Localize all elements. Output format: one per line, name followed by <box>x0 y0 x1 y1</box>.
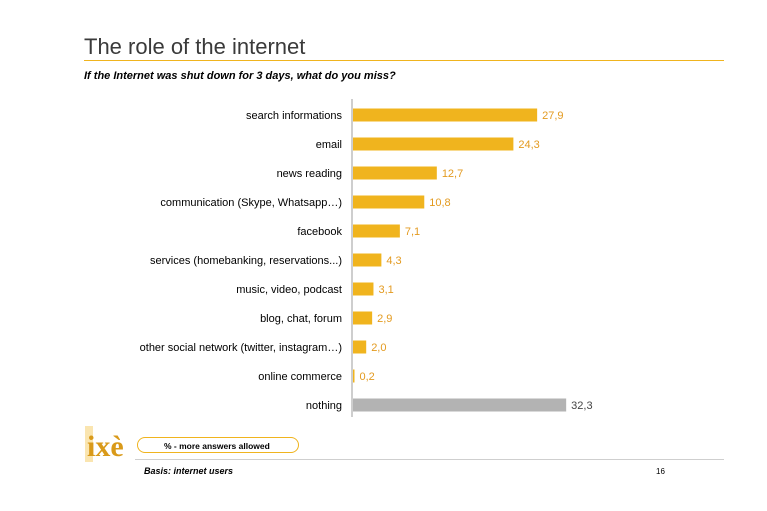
category-label: search informations <box>246 110 342 122</box>
slide-title: The role of the internet <box>84 34 306 59</box>
value-label: 27,9 <box>542 110 563 122</box>
category-label: music, video, podcast <box>236 284 342 296</box>
value-label: 10,8 <box>429 197 450 209</box>
title-divider <box>84 60 724 61</box>
bar <box>353 224 400 238</box>
note-badge: % - more answers allowed <box>137 437 299 453</box>
bar <box>353 195 425 209</box>
value-label: 12,7 <box>442 168 463 180</box>
footer-divider <box>84 459 724 460</box>
category-label: communication (Skype, Whatsapp…) <box>160 197 342 209</box>
category-label: blog, chat, forum <box>260 313 342 325</box>
value-label: 32,3 <box>571 400 592 412</box>
value-label: 7,1 <box>405 226 420 238</box>
category-label: other social network (twitter, instagram… <box>140 342 342 354</box>
ixe-logo: ixè <box>83 424 135 464</box>
value-label: 4,3 <box>386 255 401 267</box>
bar <box>353 340 367 354</box>
bar <box>353 311 373 325</box>
category-label: email <box>316 139 342 151</box>
bar <box>353 108 538 122</box>
bar <box>353 369 355 383</box>
bar <box>353 253 382 267</box>
bar <box>353 282 374 296</box>
bar <box>353 166 437 180</box>
bar <box>353 137 514 151</box>
category-label: news reading <box>277 168 342 180</box>
logo-text: ixè <box>87 430 124 463</box>
bar <box>353 398 567 412</box>
category-label: services (homebanking, reservations...) <box>150 255 342 267</box>
category-label: nothing <box>306 400 342 412</box>
category-label: online commerce <box>258 371 342 383</box>
value-label: 2,9 <box>377 313 392 325</box>
page-number: 16 <box>656 467 665 476</box>
value-label: 24,3 <box>518 139 539 151</box>
basis-text: Basis: internet users <box>144 466 234 476</box>
category-label: facebook <box>297 226 342 238</box>
survey-question: If the Internet was shut down for 3 days… <box>84 70 396 82</box>
value-label: 0,2 <box>360 371 375 383</box>
value-label: 2,0 <box>371 342 386 354</box>
value-label: 3,1 <box>378 284 393 296</box>
